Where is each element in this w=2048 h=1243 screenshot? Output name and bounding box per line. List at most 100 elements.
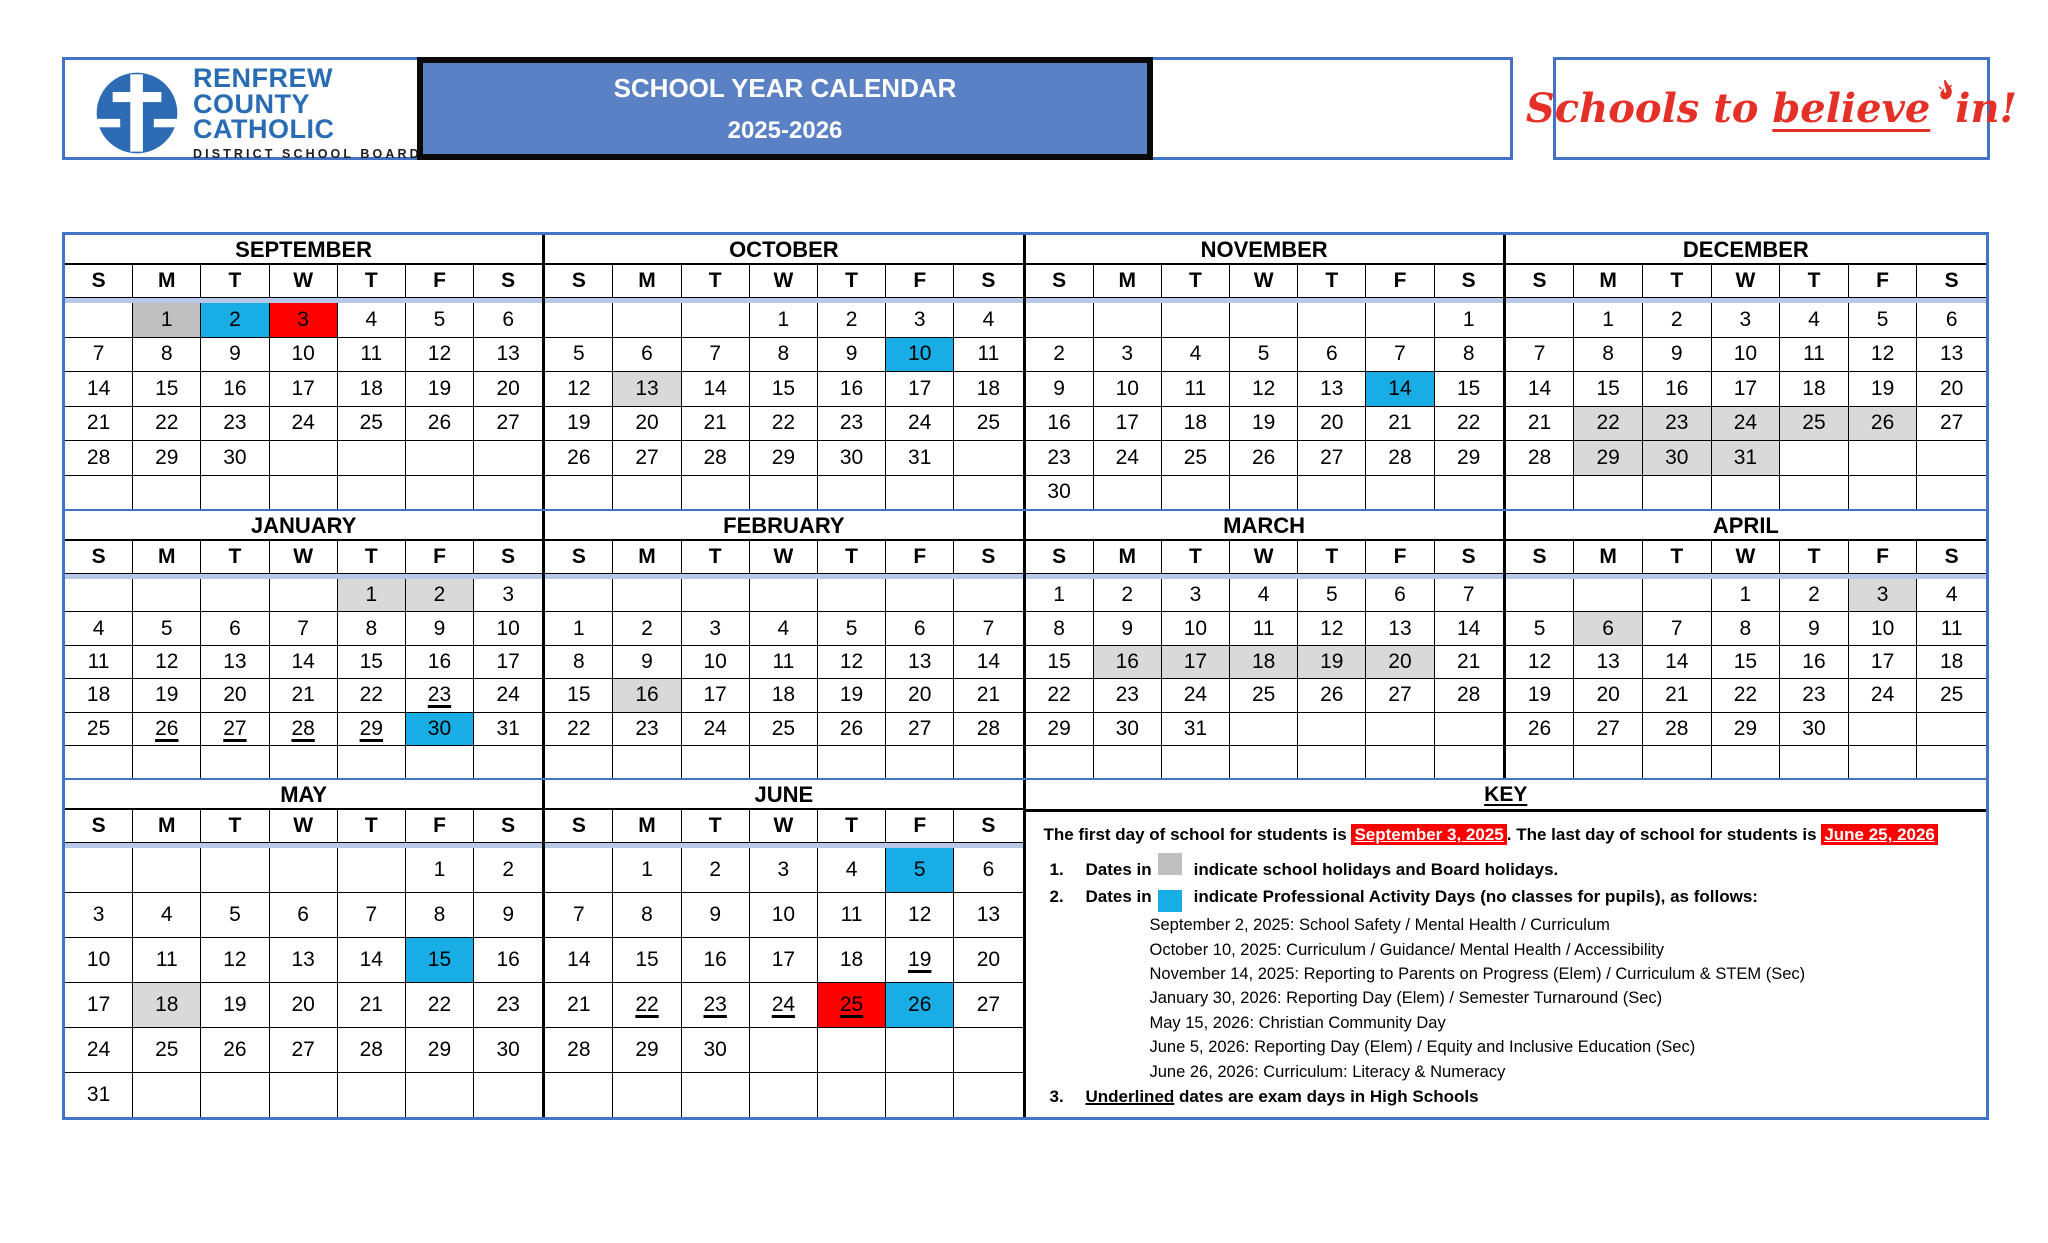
day-cell: 29 <box>1712 712 1781 746</box>
day-cell <box>1849 746 1918 779</box>
day-number: 29 <box>771 445 796 469</box>
day-number: 9 <box>641 650 653 674</box>
week-row: 1 2 3 4 <box>1505 579 1986 613</box>
day-cell: 26 <box>1298 679 1367 712</box>
day-number: 16 <box>223 376 247 400</box>
day-cell <box>1574 746 1643 779</box>
week-row: 7 8 9 10 11 12 13 <box>65 337 543 372</box>
day-number: 14 <box>1456 616 1481 640</box>
month-march: MARCH S M T W T F S 1 2 3 4 5 6 7 8 9 10 11 12 13 14 15 16 17 18 1… <box>1025 511 1506 779</box>
week-row: 14 15 16 17 18 19 20 <box>1505 372 1986 407</box>
day-cell: 25 <box>1162 441 1231 475</box>
day-number: 19 <box>567 411 591 435</box>
day-cell: 15 <box>133 372 202 406</box>
day-cell: 12 <box>406 337 475 371</box>
day-cell: 1 <box>406 848 475 893</box>
day-number: 15 <box>155 376 179 400</box>
day-number: 1 <box>1739 583 1752 607</box>
day-cell: 31 <box>1162 712 1231 746</box>
week-row <box>65 475 542 509</box>
day-cell <box>682 579 750 612</box>
day-cell <box>406 441 475 475</box>
day-number: 1 <box>160 307 173 331</box>
weekday-header: S <box>501 545 516 569</box>
day-cell <box>1506 475 1575 509</box>
weekday-header: T <box>201 541 270 574</box>
day-number: 17 <box>1115 411 1139 435</box>
day-number: 23 <box>496 993 520 1017</box>
day-number: 29 <box>1047 716 1071 740</box>
day-number: 30 <box>1047 480 1071 504</box>
day-cell: 23 <box>406 679 475 712</box>
day-cell: 28 <box>954 713 1022 745</box>
day-cell: 21 <box>338 983 406 1028</box>
day-cell: 11 <box>1917 612 1986 644</box>
month-title: FEBRUARY <box>545 511 1023 542</box>
day-number: 22 <box>1047 683 1071 707</box>
day-cell: 9 <box>682 893 750 938</box>
header-separator <box>1025 298 1503 303</box>
day-cell <box>133 1073 202 1118</box>
day-number: 16 <box>1115 650 1139 674</box>
day-cell: 22 <box>133 406 202 440</box>
day-number: 18 <box>1183 411 1208 435</box>
day-cell: 28 <box>1506 441 1575 475</box>
day-cell <box>65 848 134 893</box>
day-number: 13 <box>908 650 932 674</box>
day-number: 27 <box>635 445 659 469</box>
day-cell: 26 <box>201 1028 270 1073</box>
weekday-header: W <box>750 265 818 297</box>
day-number: 1 <box>1602 307 1614 331</box>
header-separator <box>65 298 543 303</box>
day-number: 12 <box>839 650 864 674</box>
day-cell <box>750 746 818 779</box>
day-cell: 24 <box>886 406 955 440</box>
day-number: 25 <box>1251 683 1276 707</box>
day-number: 9 <box>709 903 722 927</box>
day-cell <box>1094 746 1162 779</box>
day-number: 25 <box>976 411 1001 435</box>
day-cell <box>818 1073 887 1118</box>
day-cell: 9 <box>474 893 542 937</box>
day-number: 9 <box>1121 616 1134 640</box>
day-cell <box>954 476 1022 510</box>
day-cell: 11 <box>133 938 202 983</box>
day-cell: 25 <box>954 407 1022 441</box>
day-cell <box>1026 746 1094 779</box>
key-item-number: 3. <box>1049 1087 1064 1107</box>
day-cell <box>474 1073 542 1117</box>
day-cell <box>1298 712 1367 746</box>
weekday-header: T <box>1643 541 1712 574</box>
day-number: 1 <box>777 307 790 331</box>
day-number: 1 <box>641 858 653 882</box>
header-separator <box>545 298 1023 303</box>
day-number: 27 <box>1940 411 1964 435</box>
day-cell: 17 <box>750 938 818 983</box>
day-cell: 11 <box>1780 337 1849 371</box>
day-number: 9 <box>1670 342 1683 366</box>
day-number: 31 <box>86 1083 111 1107</box>
day-number: 31 <box>1733 445 1758 469</box>
weekday-header: M <box>133 810 202 843</box>
day-cell <box>270 475 338 509</box>
weekday-header: M <box>1574 265 1643 297</box>
day-cell <box>750 1073 818 1118</box>
day-cell <box>270 746 338 779</box>
day-cell <box>750 579 818 612</box>
day-cell <box>1917 713 1986 745</box>
day-cell <box>1026 303 1094 337</box>
day-number: 27 <box>1320 445 1344 469</box>
day-cell: 2 <box>1780 579 1849 612</box>
key-item-text: Dates in <box>1085 887 1152 907</box>
day-number: 22 <box>1733 683 1758 707</box>
day-cell: 11 <box>338 337 406 371</box>
day-cell <box>201 475 270 509</box>
day-cell <box>474 746 542 778</box>
day-cell: 2 <box>1643 303 1712 337</box>
day-number: 4 <box>160 903 173 927</box>
day-cell <box>1643 475 1712 509</box>
day-number: 18 <box>839 948 864 972</box>
day-number: 18 <box>1940 650 1964 674</box>
